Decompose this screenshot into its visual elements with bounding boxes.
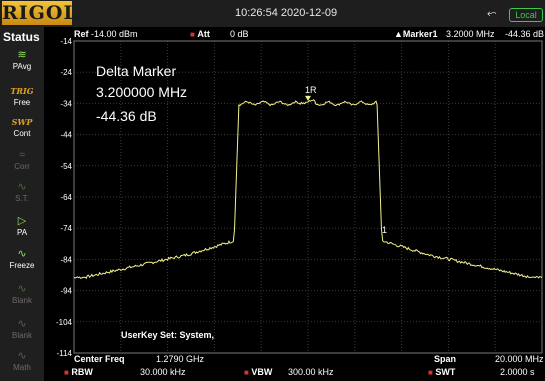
status-button-label: Blank	[11, 331, 32, 340]
status-button-free[interactable]: TRIG Free	[4, 84, 40, 114]
spectrum-trace	[73, 99, 543, 280]
pa-icon: ▷	[17, 215, 27, 227]
freeze-icon: ∿	[17, 248, 27, 260]
rbw-label: ■ RBW	[64, 367, 93, 377]
status-button-label: Math	[13, 363, 31, 372]
y-tick-label: -74	[60, 224, 72, 233]
y-tick-label: -24	[60, 68, 72, 77]
ref-label: Ref	[74, 29, 89, 39]
status-button-label: Cont	[13, 129, 31, 138]
att-label: ■ Att	[190, 29, 210, 39]
title-bar: RIGOL 10:26:54 2020-12-09 ⬿ Local	[0, 0, 545, 27]
clock: 10:26:54 2020-12-09	[235, 7, 338, 19]
status-button-label: Free	[13, 98, 31, 107]
status-button-label: PAvg	[12, 62, 32, 71]
y-tick-label: -44	[60, 131, 72, 140]
plot-frame	[73, 40, 543, 354]
status-button-math[interactable]: ∿ Math	[4, 349, 40, 379]
brand-logo: RIGOL	[2, 1, 78, 25]
status-button-corr[interactable]: ≈ Corr	[4, 148, 40, 178]
delta-marker-title: Delta Marker	[96, 63, 177, 79]
marker-amp: -44.36 dB	[505, 29, 545, 39]
center-freq-value: 1.2790 GHz	[156, 354, 205, 364]
status-button-freeze[interactable]: ∿ Freeze	[4, 247, 40, 277]
marker-1-tag: 1	[382, 225, 388, 235]
y-tick-label: -104	[56, 318, 73, 327]
swp-icon: SWP	[11, 117, 33, 127]
status-sidebar: Status ≋ PAvg TRIG Free SWP Cont ≈ Corr ∿ S.T. ▷ PA…	[0, 27, 44, 381]
y-tick-label: -54	[60, 162, 72, 171]
status-button-label: Corr	[14, 162, 30, 171]
ref-value: -14.00 dBm	[91, 29, 138, 39]
y-tick-label: -64	[60, 193, 72, 202]
y-tick-label: -84	[60, 255, 72, 264]
span-label: Span	[434, 354, 457, 364]
userkey-set: UserKey Set: System,	[121, 330, 215, 340]
y-tick-label: -94	[60, 287, 72, 296]
status-button-blank[interactable]: ∿ Blank	[4, 282, 40, 312]
rbw-value: 30.000 kHz	[140, 367, 186, 377]
math-icon: ∿	[17, 350, 27, 362]
status-button-pa[interactable]: ▷ PA	[4, 214, 40, 244]
blank-icon: ∿	[17, 283, 27, 295]
status-button-cont[interactable]: SWP Cont	[4, 115, 40, 145]
pavg-icon: ≋	[17, 49, 27, 61]
spectrum-screen: Ref -14.00 dBm ■ Att 0 dB ▲Marker1 3.200…	[44, 27, 545, 381]
vbw-value: 300.00 kHz	[288, 367, 334, 377]
marker-1r-tag: 1R	[305, 85, 317, 95]
spectrum-plot: -14 -24 -34 -44 -54 -64 -74 -84 -94 -104 -114	[56, 37, 543, 358]
y-tick-label: -114	[57, 349, 73, 358]
att-value: 0 dB	[230, 29, 249, 39]
center-freq-label: Center Freq	[74, 354, 125, 364]
st-icon: ∿	[17, 181, 27, 193]
status-button-pavg[interactable]: ≋ PAvg	[4, 48, 40, 78]
swt-label: ■ SWT	[428, 367, 456, 377]
trig-icon: TRIG	[10, 86, 34, 96]
marker-label: ▲Marker1	[394, 29, 438, 39]
usb-icon: ⬿	[487, 6, 497, 20]
swt-value: 2.0000 s	[500, 367, 535, 377]
status-title: Status	[3, 30, 40, 44]
delta-marker-freq: 3.200000 MHz	[96, 84, 188, 100]
status-button-blank[interactable]: ∿ Blank	[4, 317, 40, 347]
y-tick-label: -34	[60, 99, 72, 108]
status-button-label: Freeze	[9, 261, 35, 270]
marker-freq: 3.2000 MHz	[446, 29, 495, 39]
status-button-label: S.T.	[15, 194, 29, 203]
marker-1r-triangle	[305, 95, 311, 101]
span-value: 20.000 MHz	[495, 354, 544, 364]
y-tick-label: -14	[60, 37, 72, 46]
status-button-s-t-[interactable]: ∿ S.T.	[4, 180, 40, 210]
delta-marker-amp: -44.36 dB	[96, 108, 157, 124]
corr-icon: ≈	[18, 149, 26, 161]
vbw-label: ■ VBW	[244, 367, 273, 377]
status-button-label: PA	[16, 228, 28, 237]
status-button-label: Blank	[11, 296, 32, 305]
local-button[interactable]: Local	[509, 8, 543, 22]
blank2-icon: ∿	[17, 318, 27, 330]
